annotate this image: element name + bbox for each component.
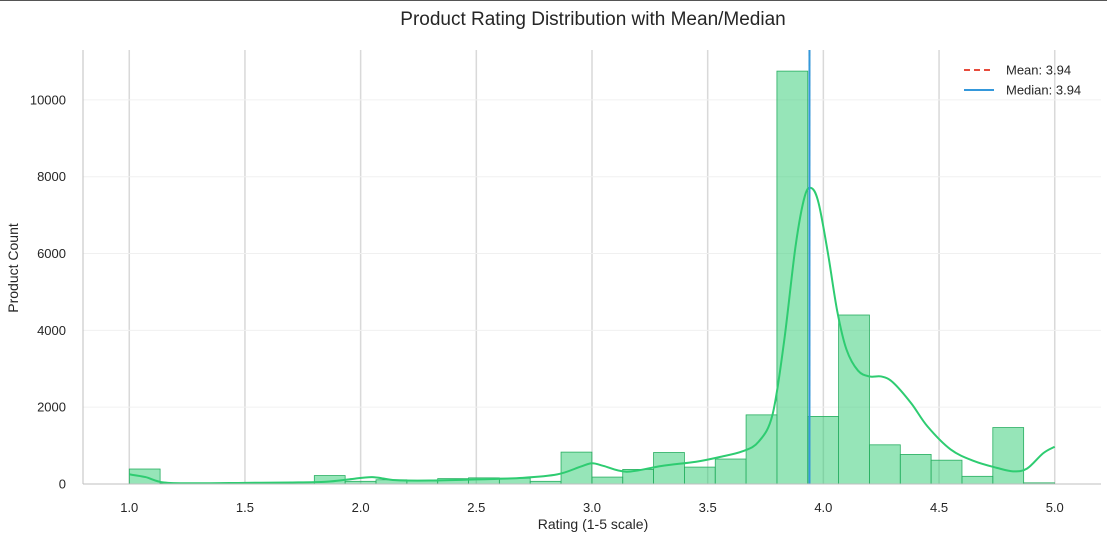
histogram-bar	[591, 476, 624, 485]
x-tick-label: 3.5	[699, 500, 717, 515]
y-tick-label: 2000	[37, 400, 66, 415]
kde-layer	[129, 186, 1056, 485]
x-tick-label: 2.0	[352, 500, 370, 515]
y-tick-label: 8000	[37, 169, 66, 184]
top-border	[0, 0, 1107, 1]
x-tick-label: 5.0	[1046, 500, 1064, 515]
y-tick-label: 6000	[37, 246, 66, 261]
x-tick-label: 1.0	[120, 500, 138, 515]
legend-median-label: Median: 3.94	[1006, 83, 1081, 98]
y-axis-label: Product Count	[5, 223, 21, 313]
legend-mean-label: Mean: 3.94	[1006, 63, 1071, 78]
histogram-bar	[684, 466, 716, 485]
histogram-bar	[961, 475, 994, 485]
histogram-bar	[653, 452, 685, 485]
histogram-bar	[899, 454, 932, 485]
histogram-bar	[807, 416, 840, 485]
y-tick-label: 10000	[30, 92, 66, 107]
y-tick-label: 4000	[37, 323, 66, 338]
x-tick-label: 4.0	[814, 500, 832, 515]
grid-layer	[83, 50, 1101, 485]
y-ticks: 0 2000 4000 6000 8000 10000	[30, 92, 66, 491]
x-axis-label: Rating (1-5 scale)	[538, 516, 649, 532]
x-tick-label: 4.5	[930, 500, 948, 515]
histogram-bar	[745, 414, 778, 485]
chart-title: Product Rating Distribution with Mean/Me…	[400, 9, 785, 30]
y-tick-label: 0	[59, 477, 66, 492]
histogram-bar	[869, 444, 901, 485]
axes-layer	[82, 50, 1101, 485]
x-tick-label: 1.5	[236, 500, 254, 515]
histogram-bar	[992, 427, 1025, 485]
x-ticks: 1.0 1.5 2.0 2.5 3.0 3.5 4.0 4.5 5.0	[120, 500, 1064, 515]
legend: Mean: 3.94 Median: 3.94	[964, 63, 1081, 98]
kde-line	[129, 186, 1056, 485]
histogram-bar	[714, 458, 747, 485]
histogram-bar	[930, 459, 963, 485]
x-tick-label: 3.0	[583, 500, 601, 515]
x-tick-label: 2.5	[467, 500, 485, 515]
